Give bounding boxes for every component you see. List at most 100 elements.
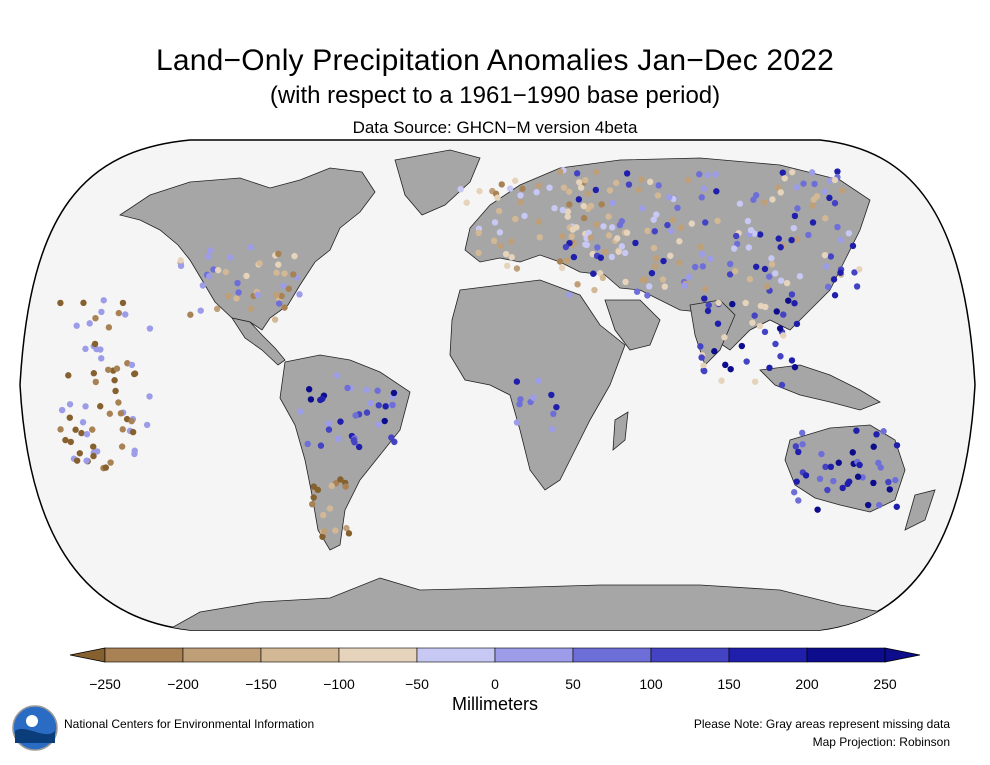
station-dot — [756, 231, 764, 238]
colorbar-tick-label: 50 — [565, 676, 581, 692]
station-dot — [773, 308, 780, 315]
station-dot — [893, 503, 900, 510]
station-dot — [696, 243, 704, 251]
station-dot — [513, 265, 521, 272]
station-dot — [856, 266, 863, 273]
station-dot — [82, 403, 89, 410]
colorbar-left-arrow — [69, 647, 106, 663]
station-dot — [343, 524, 350, 532]
station-dot — [535, 218, 543, 225]
station-dot — [73, 322, 80, 329]
station-dot — [105, 324, 113, 331]
station-dot — [352, 412, 359, 419]
station-dot — [551, 204, 558, 212]
station-dot — [622, 278, 629, 286]
station-dot — [749, 319, 756, 326]
station-dot — [326, 505, 334, 512]
station-dot — [802, 472, 810, 479]
station-dot — [614, 235, 621, 242]
station-dot — [309, 500, 316, 508]
station-dot — [325, 426, 333, 433]
station-dot — [837, 269, 844, 276]
eurasia — [464, 157, 871, 351]
station-dot — [726, 271, 734, 278]
station-dot — [870, 479, 877, 487]
station-dot — [839, 484, 846, 492]
station-dot — [648, 269, 656, 277]
station-dot — [791, 212, 799, 220]
station-dot — [743, 358, 750, 365]
station-dot — [570, 253, 578, 261]
station-dot — [596, 270, 604, 277]
station-dot — [731, 268, 739, 275]
station-dot — [66, 414, 73, 421]
greenland — [394, 149, 481, 216]
station-dot — [667, 252, 674, 259]
station-dot — [557, 168, 564, 175]
station-dot — [131, 450, 138, 458]
station-dot — [831, 176, 839, 184]
station-dot — [115, 309, 123, 317]
station-dot — [391, 438, 398, 446]
projection-note: Map Projection: Robinson — [812, 735, 950, 749]
station-dot — [66, 401, 74, 408]
station-dot — [791, 363, 799, 371]
station-dot — [854, 473, 862, 480]
station-dot — [317, 442, 325, 449]
colorbar-segment — [182, 647, 262, 663]
madagascar — [612, 411, 629, 451]
station-dot — [475, 229, 482, 237]
station-dot — [548, 425, 556, 433]
station-dot — [638, 205, 646, 212]
station-dot — [390, 389, 398, 397]
station-dot — [674, 204, 681, 212]
station-dot — [736, 200, 744, 207]
station-dot — [513, 419, 521, 426]
station-dot — [831, 292, 839, 299]
station-dot — [337, 418, 344, 425]
station-dot — [849, 449, 856, 456]
station-dot — [808, 169, 816, 176]
station-dot — [226, 254, 234, 261]
colorbar-right-arrow — [884, 647, 921, 663]
station-dot — [851, 269, 858, 276]
station-dot — [521, 212, 528, 220]
station-dot — [835, 459, 842, 466]
station-dot — [512, 215, 519, 223]
station-dot — [597, 254, 605, 261]
station-dot — [491, 219, 499, 226]
station-dot — [738, 342, 746, 350]
station-dot — [873, 431, 880, 438]
station-dot — [105, 366, 112, 373]
station-dot — [752, 263, 760, 270]
station-dot — [711, 348, 718, 355]
station-dot — [809, 202, 816, 209]
station-dot — [590, 270, 597, 277]
station-dot — [778, 381, 786, 389]
colorbar-units: Millimeters — [451, 694, 538, 714]
station-dot — [688, 220, 696, 227]
station-dot — [813, 193, 821, 200]
station-dot — [593, 168, 600, 176]
station-dot — [594, 244, 601, 251]
colorbar-segment — [338, 647, 418, 663]
station-dot — [58, 406, 66, 414]
station-dot — [553, 403, 560, 411]
station-dot — [575, 196, 583, 203]
station-dot — [535, 182, 543, 189]
station-dot — [788, 168, 796, 176]
station-dot — [569, 226, 577, 233]
station-dot — [119, 426, 126, 433]
station-dot — [498, 181, 505, 188]
station-dot — [880, 428, 887, 435]
station-dot — [587, 202, 595, 210]
station-dot — [559, 232, 566, 240]
station-dot — [513, 378, 521, 385]
station-markers — [57, 167, 901, 540]
station-dot — [564, 208, 572, 215]
station-dot — [870, 443, 877, 450]
station-dot — [831, 199, 839, 207]
station-dot — [90, 370, 98, 377]
station-dot — [772, 340, 779, 348]
station-dot — [205, 273, 213, 280]
